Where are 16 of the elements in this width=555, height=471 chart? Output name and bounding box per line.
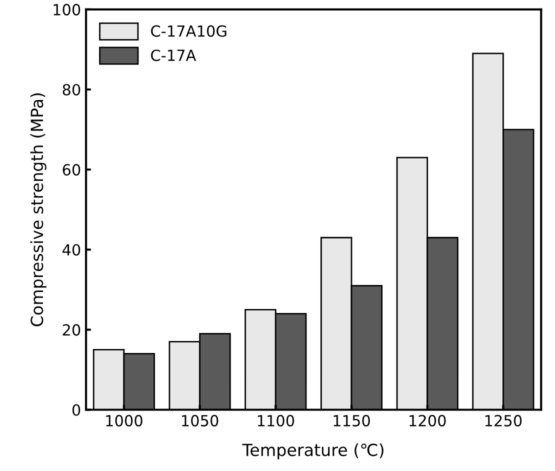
- legend-label: C-17A: [151, 50, 196, 62]
- x-tick-label: 1000: [106, 414, 142, 426]
- legend-label: C-17A10G: [151, 25, 226, 37]
- y-tick-label: 100: [54, 4, 80, 16]
- x-tick-label: 1250: [485, 414, 522, 426]
- y-axis-title: Compressive strength (MPa): [30, 93, 46, 326]
- x-tick-label: 1200: [410, 414, 446, 426]
- y-tick-label: 40: [62, 244, 80, 256]
- y-tick-label: 0: [72, 404, 80, 416]
- x-axis-title: Temperature (℃): [242, 443, 384, 460]
- y-tick-label: 80: [62, 84, 80, 96]
- x-tick-label: 1050: [182, 414, 218, 426]
- x-tick-label: 1100: [258, 414, 294, 426]
- x-tick-label: 1150: [334, 414, 370, 426]
- y-tick-label: 20: [62, 324, 80, 336]
- y-tick-label: 60: [62, 164, 80, 176]
